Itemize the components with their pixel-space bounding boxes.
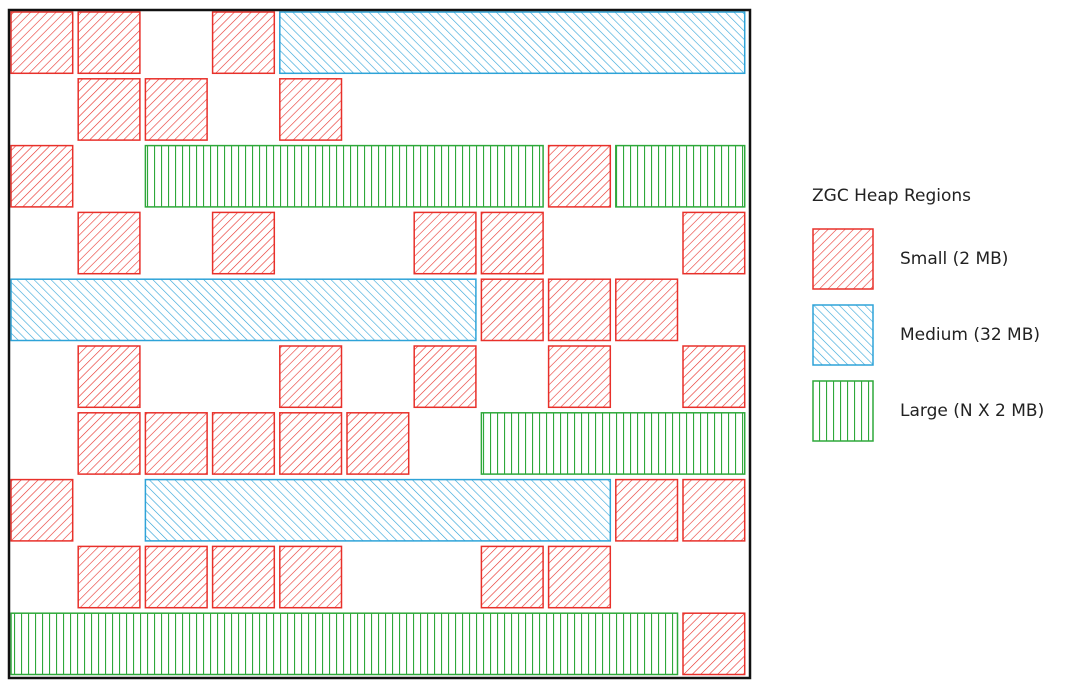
small-region <box>547 545 612 609</box>
small-region <box>346 412 410 475</box>
small-region <box>413 345 477 409</box>
small-region <box>682 211 746 275</box>
small-region <box>279 412 343 475</box>
large-region <box>144 144 544 208</box>
small-region <box>279 545 343 609</box>
large-region <box>615 144 746 208</box>
small-region <box>144 78 208 141</box>
small-region <box>10 11 74 75</box>
medium-region <box>144 478 612 542</box>
small-region <box>615 478 679 542</box>
legend-item-large: Large (N X 2 MB) <box>812 380 1084 442</box>
legend-label-small: Small (2 MB) <box>900 249 1009 269</box>
legend-item-medium: Medium (32 MB) <box>812 304 1084 366</box>
small-region <box>77 545 141 609</box>
small-region <box>547 278 612 342</box>
medium-region <box>279 11 746 75</box>
heap-region-grid <box>10 11 746 676</box>
legend-swatch-small <box>812 228 874 290</box>
small-region <box>77 412 141 475</box>
small-region <box>279 78 343 141</box>
small-region <box>615 278 679 342</box>
small-region <box>279 345 343 409</box>
small-region <box>682 478 746 542</box>
small-region <box>144 412 208 475</box>
heap-regions-diagram <box>7 8 752 680</box>
small-region <box>211 211 276 275</box>
small-region <box>10 144 74 208</box>
small-region <box>547 345 612 409</box>
legend-label-medium: Medium (32 MB) <box>900 325 1041 345</box>
legend-swatch-large <box>812 380 874 442</box>
large-region <box>10 612 679 676</box>
small-region <box>211 11 276 75</box>
small-region <box>547 144 612 208</box>
small-region <box>77 78 141 141</box>
legend: ZGC Heap Regions Small (2 MB) Medium (32… <box>812 186 1084 456</box>
small-region <box>144 545 208 609</box>
large-region <box>480 412 746 475</box>
heap-frame <box>7 8 752 680</box>
small-region <box>77 11 141 75</box>
small-region <box>480 278 544 342</box>
small-region <box>211 545 276 609</box>
legend-swatch-medium <box>812 304 874 366</box>
small-region <box>682 612 746 676</box>
small-region <box>413 211 477 275</box>
small-region <box>10 478 74 542</box>
small-region <box>211 412 276 475</box>
small-region <box>77 345 141 409</box>
legend-item-small: Small (2 MB) <box>812 228 1084 290</box>
legend-title: ZGC Heap Regions <box>812 186 972 206</box>
legend-label-large: Large (N X 2 MB) <box>900 401 1045 421</box>
small-region <box>77 211 141 275</box>
small-region <box>682 345 746 409</box>
medium-region <box>10 278 477 342</box>
small-region <box>480 211 544 275</box>
small-region <box>480 545 544 609</box>
